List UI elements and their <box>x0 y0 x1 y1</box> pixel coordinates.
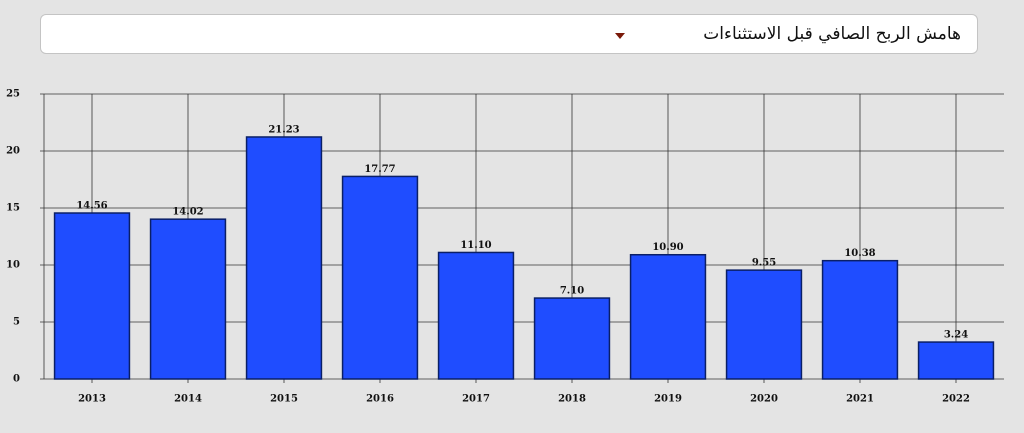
x-tick-label: 2022 <box>942 394 970 405</box>
x-tick-label: 2020 <box>750 394 778 405</box>
value-label: 10.38 <box>844 248 875 259</box>
bar <box>629 253 707 380</box>
y-tick-label: 20 <box>6 146 20 157</box>
dropdown-label: هامش الربح الصافي قبل الاستثناءات <box>703 24 961 44</box>
x-tick-label: 2018 <box>558 394 586 405</box>
value-label: 11.10 <box>460 240 491 251</box>
y-tick-label: 0 <box>13 374 20 385</box>
value-label: 3.24 <box>944 330 968 341</box>
value-label: 17.77 <box>364 164 395 175</box>
x-tick-label: 2014 <box>174 394 202 405</box>
x-tick-label: 2017 <box>462 394 490 405</box>
value-label: 14.56 <box>76 201 107 212</box>
value-label: 9.55 <box>752 258 776 269</box>
y-tick-label: 25 <box>6 89 20 100</box>
bar <box>821 259 899 380</box>
y-tick-label: 15 <box>6 203 20 214</box>
x-tick-label: 2021 <box>846 394 874 405</box>
bar <box>437 251 515 380</box>
bar <box>53 212 131 380</box>
y-tick-label: 10 <box>6 260 20 271</box>
x-tick-label: 2019 <box>654 394 682 405</box>
x-tick-label: 2015 <box>270 394 298 405</box>
bar <box>917 341 995 380</box>
bar <box>245 136 323 380</box>
value-label: 10.90 <box>652 242 683 253</box>
x-tick-label: 2016 <box>366 394 394 405</box>
value-label: 21.23 <box>268 124 299 135</box>
value-label: 7.10 <box>560 286 584 297</box>
bar <box>149 218 227 380</box>
bar <box>341 175 419 380</box>
value-label: 14.02 <box>172 207 203 218</box>
x-tick-label: 2013 <box>78 394 106 405</box>
y-tick-label: 5 <box>13 317 20 328</box>
dropdown-arrow <box>615 33 625 39</box>
bar <box>725 269 803 380</box>
dropdown[interactable]: هامش الربح الصافي قبل الاستثناءات <box>40 14 978 54</box>
bar <box>533 297 611 380</box>
